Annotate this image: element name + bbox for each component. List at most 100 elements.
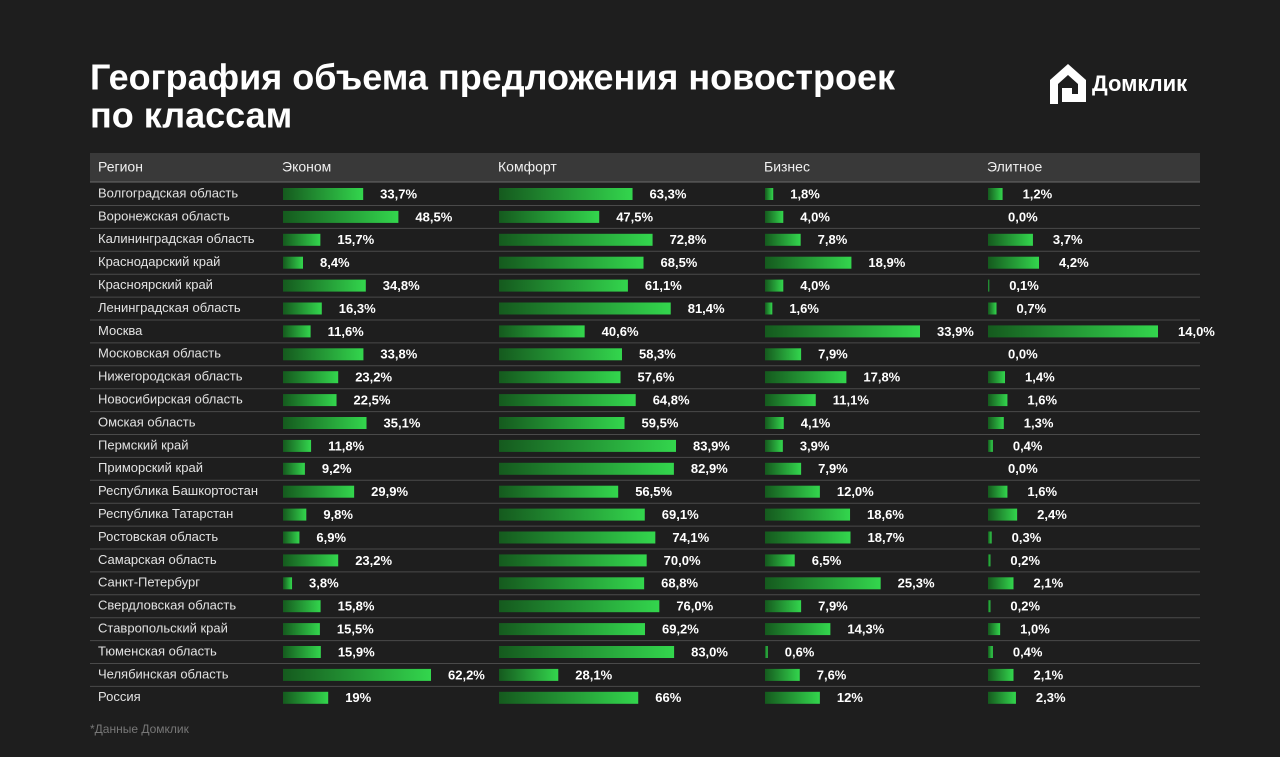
value-label: 83,0%	[691, 644, 728, 659]
region-label: Московская область	[98, 346, 221, 361]
row-header: Регион	[98, 159, 143, 175]
bar	[988, 668, 1014, 681]
bar	[765, 417, 784, 429]
bar	[283, 646, 321, 658]
bar	[499, 508, 645, 521]
value-label: 83,9%	[693, 438, 730, 453]
column-header: Элитное	[987, 159, 1043, 175]
value-label: 70,0%	[664, 553, 701, 568]
region-label: Приморский край	[98, 460, 203, 475]
bar	[765, 508, 851, 521]
region-label: Самарская область	[98, 552, 217, 567]
bar	[988, 394, 1008, 407]
bar	[988, 325, 1158, 338]
bar	[283, 554, 339, 567]
value-label: 1,4%	[1025, 370, 1055, 385]
value-label: 9,2%	[322, 461, 352, 476]
bar	[499, 325, 585, 338]
bar	[499, 554, 647, 567]
value-label: 14,0%	[1178, 324, 1215, 339]
value-label: 72,8%	[670, 232, 707, 247]
bar	[283, 485, 355, 498]
column-header: Бизнес	[764, 159, 810, 175]
value-label: 25,3%	[898, 576, 935, 591]
bar	[988, 439, 993, 452]
bar	[283, 348, 364, 361]
bar	[283, 325, 311, 338]
value-label: 18,6%	[867, 507, 904, 522]
value-label: 62,2%	[448, 667, 485, 682]
bar	[499, 691, 639, 704]
bar	[499, 577, 645, 590]
bar	[283, 279, 366, 292]
bar	[283, 439, 312, 452]
value-label: 47,5%	[616, 209, 653, 224]
bar	[499, 256, 644, 269]
value-label: 59,5%	[642, 415, 679, 430]
bar	[283, 577, 293, 590]
value-label: 66%	[655, 690, 681, 705]
logo-icon	[1050, 64, 1086, 104]
value-label: 33,7%	[380, 186, 417, 201]
value-label: 40,6%	[602, 324, 639, 339]
bar	[765, 485, 820, 498]
table-header	[90, 153, 1200, 182]
value-label: 4,0%	[800, 209, 830, 224]
value-label: 0,0%	[1008, 209, 1038, 224]
value-label: 81,4%	[688, 301, 725, 316]
bar	[765, 348, 802, 361]
value-label: 7,9%	[818, 461, 848, 476]
value-label: 14,3%	[847, 622, 884, 637]
value-label: 2,3%	[1036, 690, 1066, 705]
bar	[499, 600, 660, 613]
value-label: 0,6%	[785, 644, 815, 659]
bar	[765, 439, 783, 452]
value-label: 63,3%	[650, 186, 687, 201]
bar	[283, 600, 321, 613]
bar	[765, 554, 795, 567]
bar	[988, 188, 1003, 200]
bar	[499, 233, 653, 246]
value-label: 1,6%	[1027, 393, 1057, 408]
bar	[765, 256, 852, 269]
bar	[499, 485, 619, 498]
bar	[499, 302, 671, 315]
value-label: 1,6%	[789, 301, 819, 316]
bar	[988, 279, 990, 292]
value-label: 64,8%	[653, 393, 690, 408]
bar	[765, 577, 881, 590]
title: по классам	[90, 95, 292, 136]
bar	[283, 462, 305, 475]
value-label: 7,8%	[818, 232, 848, 247]
bar	[988, 485, 1008, 498]
bar	[988, 302, 997, 315]
value-label: 69,1%	[662, 507, 699, 522]
bar	[988, 600, 991, 613]
region-label: Омская область	[98, 414, 196, 429]
region-label: Россия	[98, 689, 141, 704]
bar	[765, 371, 847, 384]
bar	[988, 623, 1001, 636]
bar	[988, 577, 1014, 590]
value-label: 61,1%	[645, 278, 682, 293]
region-label: Волгоградская область	[98, 185, 238, 200]
bar	[765, 394, 816, 407]
title: География объема предложения новостроек	[90, 57, 896, 98]
value-label: 1,0%	[1020, 622, 1050, 637]
bar	[283, 302, 322, 315]
region-label: Пермский край	[98, 437, 188, 452]
value-label: 15,7%	[337, 232, 374, 247]
value-label: 2,1%	[1034, 576, 1064, 591]
bar	[499, 279, 628, 292]
value-label: 76,0%	[676, 599, 713, 614]
bar	[283, 210, 399, 223]
value-label: 3,9%	[800, 438, 830, 453]
bar	[283, 531, 300, 544]
bar	[765, 691, 820, 704]
bar	[765, 210, 784, 223]
value-label: 33,9%	[937, 324, 974, 339]
value-label: 68,8%	[661, 576, 698, 591]
value-label: 4,0%	[800, 278, 830, 293]
bar	[283, 394, 337, 407]
